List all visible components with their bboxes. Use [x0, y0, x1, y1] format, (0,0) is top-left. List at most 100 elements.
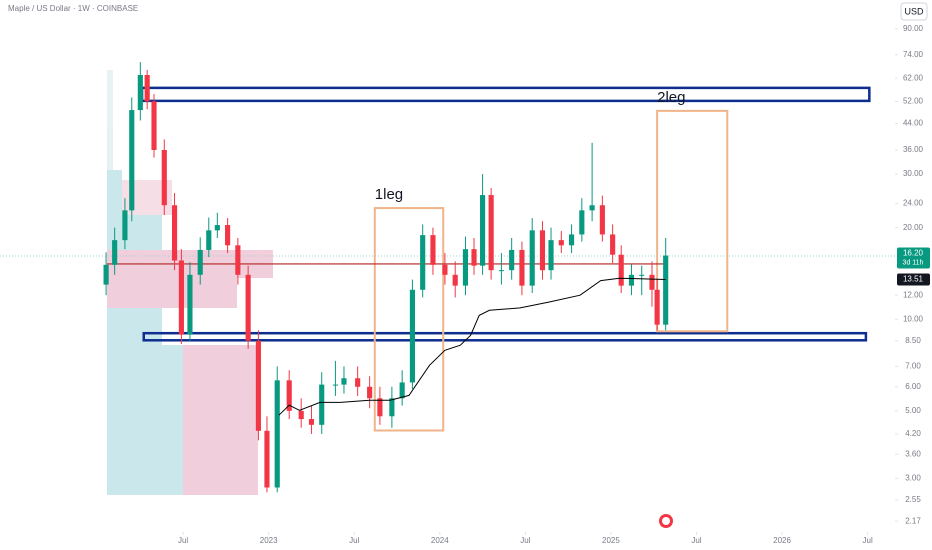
leg-label: 1leg [375, 186, 403, 203]
candle-body [628, 274, 635, 286]
candle-body [214, 225, 220, 231]
candle-body [122, 210, 128, 241]
candle-body [377, 398, 383, 417]
y-tick-label: 30.00 [903, 169, 924, 178]
candle-body [341, 378, 347, 385]
zone [142, 331, 868, 342]
candle-body [332, 384, 338, 386]
x-tick-label: Jul [178, 536, 188, 545]
y-tick-label: 8.50 [905, 336, 921, 345]
y-tick-label: 24.00 [903, 199, 924, 208]
candle-body [399, 382, 405, 399]
candle-body [171, 205, 178, 261]
candle-body [488, 195, 494, 271]
candle-body [112, 240, 118, 265]
average-line [278, 277, 666, 416]
y-tick-label: 4.20 [905, 429, 921, 438]
chart-title: Maple / US Dollar · 1W · COINBASE [8, 4, 138, 13]
candle-body [225, 225, 231, 246]
candle-body [462, 249, 469, 286]
y-tick-label: 5.00 [905, 406, 921, 415]
flag-icon [659, 514, 673, 528]
candle-body [579, 210, 585, 235]
candle-body [599, 205, 605, 235]
zone [140, 86, 871, 103]
line-label: 13.51 [903, 275, 924, 284]
candle-body [187, 274, 193, 335]
y-tick-label: 90.00 [903, 24, 924, 33]
leg-label: 2leg [657, 89, 685, 106]
y-tick-label: 44.00 [903, 119, 924, 128]
y-tick-label: 10.00 [903, 314, 924, 323]
candle-body [471, 249, 477, 266]
candle-body [308, 419, 315, 425]
candle-body [178, 260, 184, 335]
candle-body [367, 386, 373, 399]
candle-body [452, 274, 458, 286]
y-tick-label: 7.00 [905, 362, 921, 371]
price-label: 16.20 [903, 249, 924, 258]
y-tick-label: 2.17 [905, 516, 921, 525]
currency-label[interactable]: USD [904, 6, 924, 16]
candle-body [498, 270, 504, 272]
vp-bar [107, 308, 132, 346]
y-tick-label: 6.00 [905, 382, 921, 391]
x-tick-label: Jul [863, 536, 873, 545]
candle-body [639, 274, 645, 276]
candle-body [151, 101, 157, 150]
x-tick-label: Jul [691, 536, 701, 545]
vp-bar [107, 278, 237, 308]
candle-body [245, 274, 251, 341]
candle-body [589, 205, 595, 211]
candle-body [480, 195, 486, 266]
leg-box [656, 109, 729, 333]
candle-body [144, 74, 150, 102]
candle-body [355, 378, 361, 387]
y-tick-label: 74.00 [903, 50, 924, 59]
candle-body [298, 410, 304, 420]
candle-body [509, 249, 515, 271]
x-tick-label: 2024 [431, 536, 449, 545]
candle-body [137, 74, 143, 111]
vp-bar [107, 345, 183, 495]
candle-body [558, 240, 564, 246]
y-tick-label: 2.55 [905, 495, 921, 504]
x-tick-label: 2026 [773, 536, 791, 545]
candle-body [319, 384, 325, 425]
candle-body [539, 230, 546, 271]
candle-body [409, 289, 415, 383]
price-label-box [897, 247, 930, 269]
candle-body [618, 254, 624, 286]
candle-body [103, 264, 109, 285]
candle-body [197, 249, 203, 275]
vp-bar [183, 345, 258, 495]
x-tick-label: Jul [349, 536, 359, 545]
candle-body [519, 249, 525, 286]
candle-body [569, 234, 575, 246]
y-tick-label: 3.00 [905, 473, 921, 482]
y-tick-label: 36.00 [903, 145, 924, 154]
countdown: 3d 11h [903, 259, 924, 266]
candle-body [548, 240, 554, 271]
x-tick-label: 2025 [602, 536, 620, 545]
candle-body [430, 235, 436, 265]
candle-body [161, 149, 167, 206]
candle-body [420, 235, 426, 290]
y-tick-label: 62.00 [903, 73, 924, 82]
leg-box [373, 207, 445, 432]
currency-button[interactable] [900, 2, 928, 21]
candle-body [389, 398, 395, 417]
y-tick-label: 12.00 [903, 290, 924, 299]
candle-body [529, 230, 535, 286]
candle-body [235, 245, 241, 275]
x-tick-label: Jul [520, 536, 530, 545]
line-label-box [897, 273, 930, 286]
candle-body [610, 234, 616, 255]
candle-body [442, 264, 448, 275]
candle-body [663, 255, 669, 325]
candle-body [264, 430, 270, 488]
x-tick-label: 2023 [260, 536, 278, 545]
candle-body [206, 230, 212, 250]
